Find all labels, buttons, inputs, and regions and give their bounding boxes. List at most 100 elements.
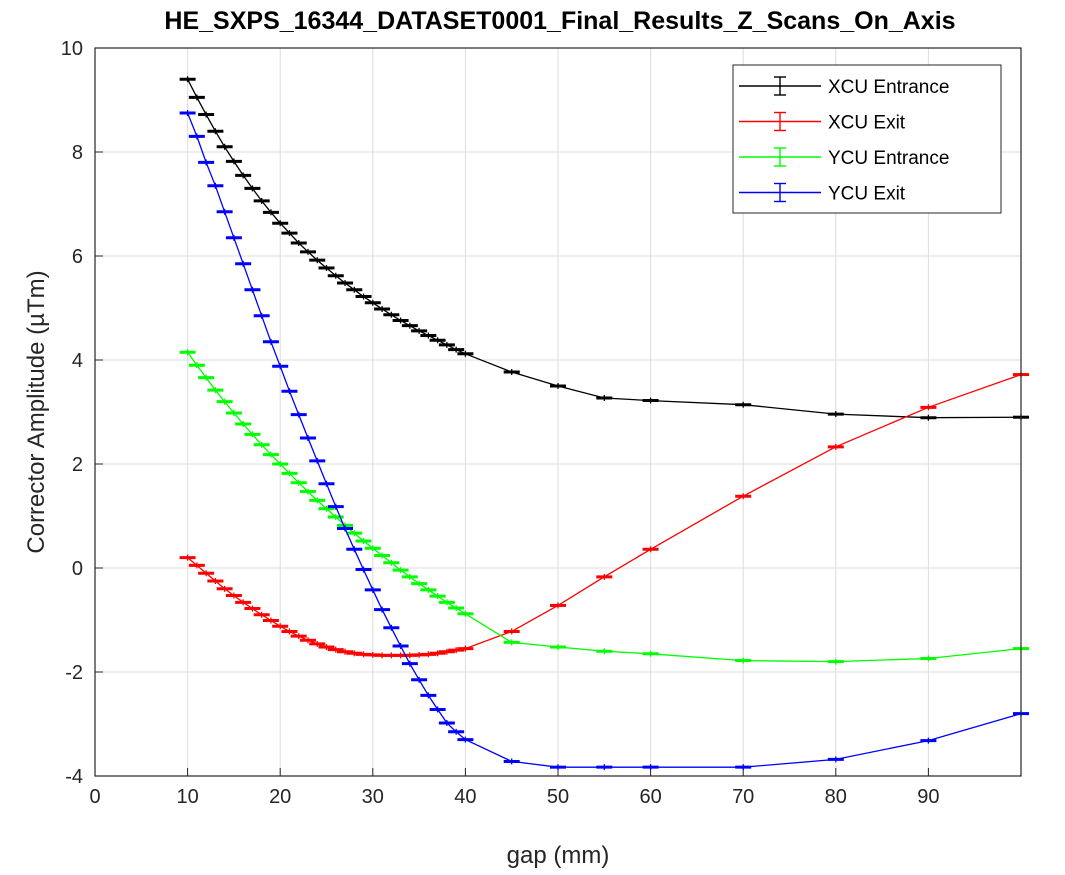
data-point-ycu-exit bbox=[420, 692, 437, 699]
data-point-xcu-exit bbox=[327, 646, 344, 653]
data-point-xcu-exit bbox=[207, 578, 224, 584]
data-point-ycu-entrance bbox=[225, 410, 242, 417]
x-tick-label: 70 bbox=[732, 786, 754, 808]
data-point-xcu-entrance bbox=[309, 257, 326, 264]
data-point-ycu-entrance bbox=[299, 488, 316, 495]
data-point-ycu-entrance bbox=[327, 514, 344, 521]
data-point-xcu-entrance bbox=[290, 240, 307, 246]
data-point-ycu-entrance bbox=[448, 605, 465, 612]
data-point-xcu-exit bbox=[503, 628, 520, 635]
data-point-ycu-exit bbox=[327, 503, 344, 510]
data-point-ycu-exit bbox=[503, 758, 520, 765]
legend-item-xcu-entrance: XCU Entrance bbox=[739, 76, 949, 98]
data-point-xcu-entrance bbox=[429, 337, 446, 344]
data-point-ycu-exit bbox=[364, 586, 381, 593]
data-point-ycu-entrance bbox=[216, 398, 233, 405]
data-point-xcu-entrance bbox=[503, 368, 520, 375]
data-point-xcu-exit bbox=[262, 617, 279, 624]
data-point-ycu-exit bbox=[401, 660, 418, 667]
data-point-xcu-exit bbox=[216, 585, 233, 592]
legend: XCU Entrance XCU Exit YCU Entrance YCU Exit bbox=[732, 64, 1002, 214]
x-tick-label: 0 bbox=[89, 786, 100, 808]
data-point-ycu-exit bbox=[392, 643, 409, 649]
data-point-ycu-exit bbox=[235, 260, 252, 267]
data-point-xcu-entrance bbox=[225, 158, 242, 165]
data-point-xcu-exit bbox=[244, 605, 261, 612]
data-point-xcu-entrance bbox=[383, 311, 400, 318]
legend-item-xcu-exit: XCU Exit bbox=[739, 111, 906, 134]
series-ycu-exit bbox=[179, 110, 1029, 771]
data-point-ycu-entrance bbox=[596, 648, 613, 655]
data-point-xcu-exit bbox=[596, 573, 613, 580]
plot-frame bbox=[94, 47, 1022, 777]
data-point-ycu-entrance bbox=[735, 657, 752, 664]
data-point-ycu-exit bbox=[272, 363, 289, 370]
data-point-ycu-entrance bbox=[438, 599, 455, 606]
data-point-ycu-exit bbox=[281, 388, 298, 395]
data-point-ycu-exit bbox=[411, 676, 428, 683]
series-ycu-entrance bbox=[179, 349, 1029, 665]
data-point-xcu-entrance bbox=[318, 264, 335, 271]
legend-label-xcu-exit: XCU Exit bbox=[828, 113, 906, 134]
data-point-ycu-exit bbox=[429, 706, 446, 713]
data-point-xcu-exit bbox=[281, 628, 298, 635]
data-point-xcu-exit bbox=[318, 644, 335, 651]
data-point-ycu-entrance bbox=[281, 470, 298, 477]
data-point-ycu-exit bbox=[244, 286, 261, 293]
data-point-xcu-exit bbox=[642, 546, 659, 553]
y-axis-label: Corrector Amplitude (µTm) bbox=[23, 270, 50, 553]
x-tick-label: 40 bbox=[454, 786, 476, 808]
data-point-xcu-entrance bbox=[364, 299, 381, 306]
data-point-ycu-entrance bbox=[401, 573, 418, 580]
data-point-xcu-exit bbox=[920, 404, 937, 411]
y-tick-label: 0 bbox=[72, 558, 83, 580]
series-layer bbox=[179, 76, 1029, 771]
data-point-ycu-exit bbox=[596, 764, 613, 771]
data-point-xcu-entrance bbox=[253, 197, 270, 204]
data-point-ycu-exit bbox=[318, 480, 335, 487]
data-point-xcu-exit bbox=[188, 562, 205, 569]
data-point-xcu-entrance bbox=[735, 401, 752, 408]
data-point-xcu-exit bbox=[457, 645, 474, 652]
data-point-ycu-entrance bbox=[550, 644, 566, 651]
data-point-ycu-exit bbox=[346, 546, 363, 553]
y-tick-label: 8 bbox=[72, 142, 83, 164]
data-point-ycu-entrance bbox=[827, 658, 844, 665]
y-tick-label: 4 bbox=[72, 350, 83, 372]
data-point-xcu-entrance bbox=[448, 346, 465, 353]
data-point-ycu-exit bbox=[198, 159, 215, 166]
data-point-xcu-exit bbox=[225, 592, 242, 599]
series-xcu-exit bbox=[179, 371, 1029, 659]
data-point-xcu-entrance bbox=[374, 306, 391, 313]
data-point-ycu-exit bbox=[457, 736, 474, 743]
data-point-ycu-exit bbox=[448, 728, 465, 735]
data-point-xcu-entrance bbox=[920, 414, 937, 421]
x-tick-label: 50 bbox=[547, 786, 569, 808]
data-point-xcu-exit bbox=[735, 493, 752, 500]
data-point-ycu-entrance bbox=[290, 479, 307, 486]
y-tick-label: 10 bbox=[61, 38, 83, 60]
data-point-xcu-entrance bbox=[198, 111, 215, 118]
data-point-ycu-entrance bbox=[198, 374, 215, 381]
y-tick-label: 2 bbox=[72, 454, 83, 476]
data-point-ycu-entrance bbox=[392, 567, 409, 574]
x-tick-label: 60 bbox=[639, 786, 661, 808]
data-point-ycu-entrance bbox=[188, 362, 205, 369]
data-point-ycu-entrance bbox=[272, 461, 289, 467]
legend-label-ycu-entrance: YCU Entrance bbox=[828, 148, 949, 169]
data-point-xcu-entrance bbox=[827, 411, 844, 418]
x-tick-label: 20 bbox=[269, 786, 291, 808]
data-point-ycu-exit bbox=[374, 606, 391, 613]
data-point-xcu-entrance bbox=[244, 185, 261, 192]
data-point-ycu-entrance bbox=[503, 639, 520, 646]
data-point-xcu-exit bbox=[827, 443, 844, 450]
x-tick-label: 80 bbox=[825, 786, 847, 808]
data-point-xcu-entrance bbox=[281, 230, 298, 237]
y-tick-label: -4 bbox=[65, 766, 83, 788]
data-point-xcu-exit bbox=[290, 633, 307, 640]
data-point-xcu-entrance bbox=[392, 317, 409, 324]
data-point-xcu-exit bbox=[550, 602, 566, 609]
data-point-ycu-entrance bbox=[262, 451, 279, 458]
data-point-ycu-exit bbox=[290, 411, 307, 418]
